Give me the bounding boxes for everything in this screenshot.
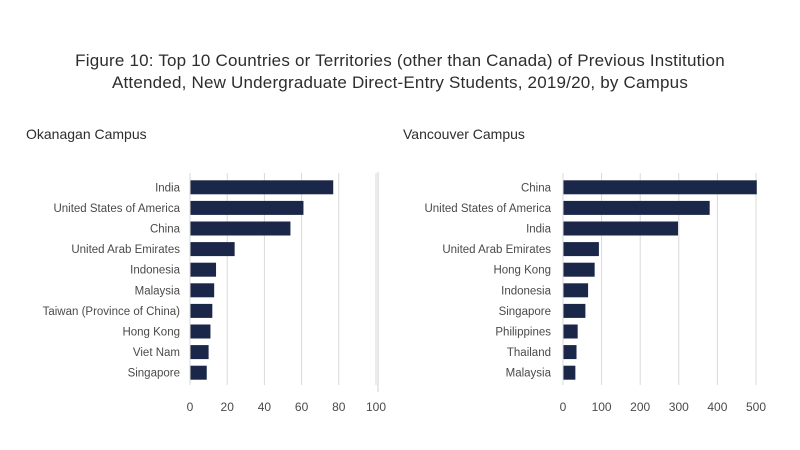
vancouver-category-label-9: Malaysia	[506, 368, 552, 380]
okanagan-category-label-3: United Arab Emirates	[71, 244, 180, 256]
okanagan-bar-8	[190, 345, 209, 360]
okanagan-tick-label-0: 0	[187, 400, 194, 414]
vancouver-category-label-1: United States of America	[424, 203, 551, 215]
okanagan-category-label-2: China	[150, 224, 181, 236]
okanagan-tick-label-80: 80	[332, 400, 346, 414]
vancouver-panel-title: Vancouver Campus	[403, 126, 525, 142]
okanagan-tick-label-40: 40	[258, 400, 272, 414]
vancouver-bar-1	[563, 200, 710, 215]
vancouver-category-label-4: Hong Kong	[493, 265, 551, 277]
vancouver-tick-label-100: 100	[592, 400, 612, 414]
vancouver-tick-label-300: 300	[669, 400, 689, 414]
vancouver-category-label-0: China	[521, 182, 552, 194]
vancouver-bar-4	[563, 262, 595, 277]
okanagan-category-label-9: Singapore	[128, 368, 180, 380]
okanagan-panel-title: Okanagan Campus	[26, 126, 147, 142]
okanagan-category-label-7: Hong Kong	[122, 327, 180, 339]
okanagan-category-label-6: Taiwan (Province of China)	[43, 306, 181, 318]
vancouver-tick-label-400: 400	[707, 400, 727, 414]
vancouver-bar-2	[563, 221, 679, 236]
okanagan-bar-7	[190, 324, 211, 339]
vancouver-category-label-3: United Arab Emirates	[442, 244, 551, 256]
vancouver-tick-label-500: 500	[746, 400, 766, 414]
okanagan-tick-label-60: 60	[295, 400, 309, 414]
figure-title-line-1: Figure 10: Top 10 Countries or Territori…	[75, 51, 725, 70]
okanagan-tick-label-100: 100	[366, 400, 386, 414]
vancouver-category-label-8: Thailand	[507, 347, 551, 359]
okanagan-tick-label-20: 20	[221, 400, 235, 414]
okanagan-category-label-0: India	[155, 182, 181, 194]
vancouver-bar-9	[563, 365, 576, 380]
figure-title-line-2: Attended, New Undergraduate Direct-Entry…	[111, 73, 689, 92]
vancouver-bar-6	[563, 303, 586, 318]
vancouver-bar-5	[563, 283, 589, 298]
vancouver-bar-0	[563, 180, 757, 195]
vancouver-category-label-2: India	[526, 224, 552, 236]
vancouver-bar-8	[563, 345, 577, 360]
vancouver-tick-label-0: 0	[560, 400, 567, 414]
okanagan-bar-9	[190, 365, 207, 380]
okanagan-category-label-1: United States of America	[53, 203, 180, 215]
vancouver-bar-7	[563, 324, 578, 339]
okanagan-bar-6	[190, 303, 213, 318]
vancouver-bar-3	[563, 242, 599, 257]
okanagan-category-label-4: Indonesia	[130, 265, 180, 277]
vancouver-category-label-7: Philippines	[495, 327, 551, 339]
okanagan-bar-1	[190, 200, 304, 215]
vancouver-category-label-5: Indonesia	[501, 285, 551, 297]
okanagan-bar-5	[190, 283, 215, 298]
okanagan-category-label-8: Viet Nam	[133, 347, 180, 359]
okanagan-bar-4	[190, 262, 217, 277]
vancouver-category-label-6: Singapore	[499, 306, 551, 318]
okanagan-category-label-5: Malaysia	[135, 285, 181, 297]
okanagan-bar-3	[190, 242, 235, 257]
okanagan-bar-2	[190, 221, 291, 236]
okanagan-bar-0	[190, 180, 334, 195]
vancouver-tick-label-200: 200	[630, 400, 650, 414]
